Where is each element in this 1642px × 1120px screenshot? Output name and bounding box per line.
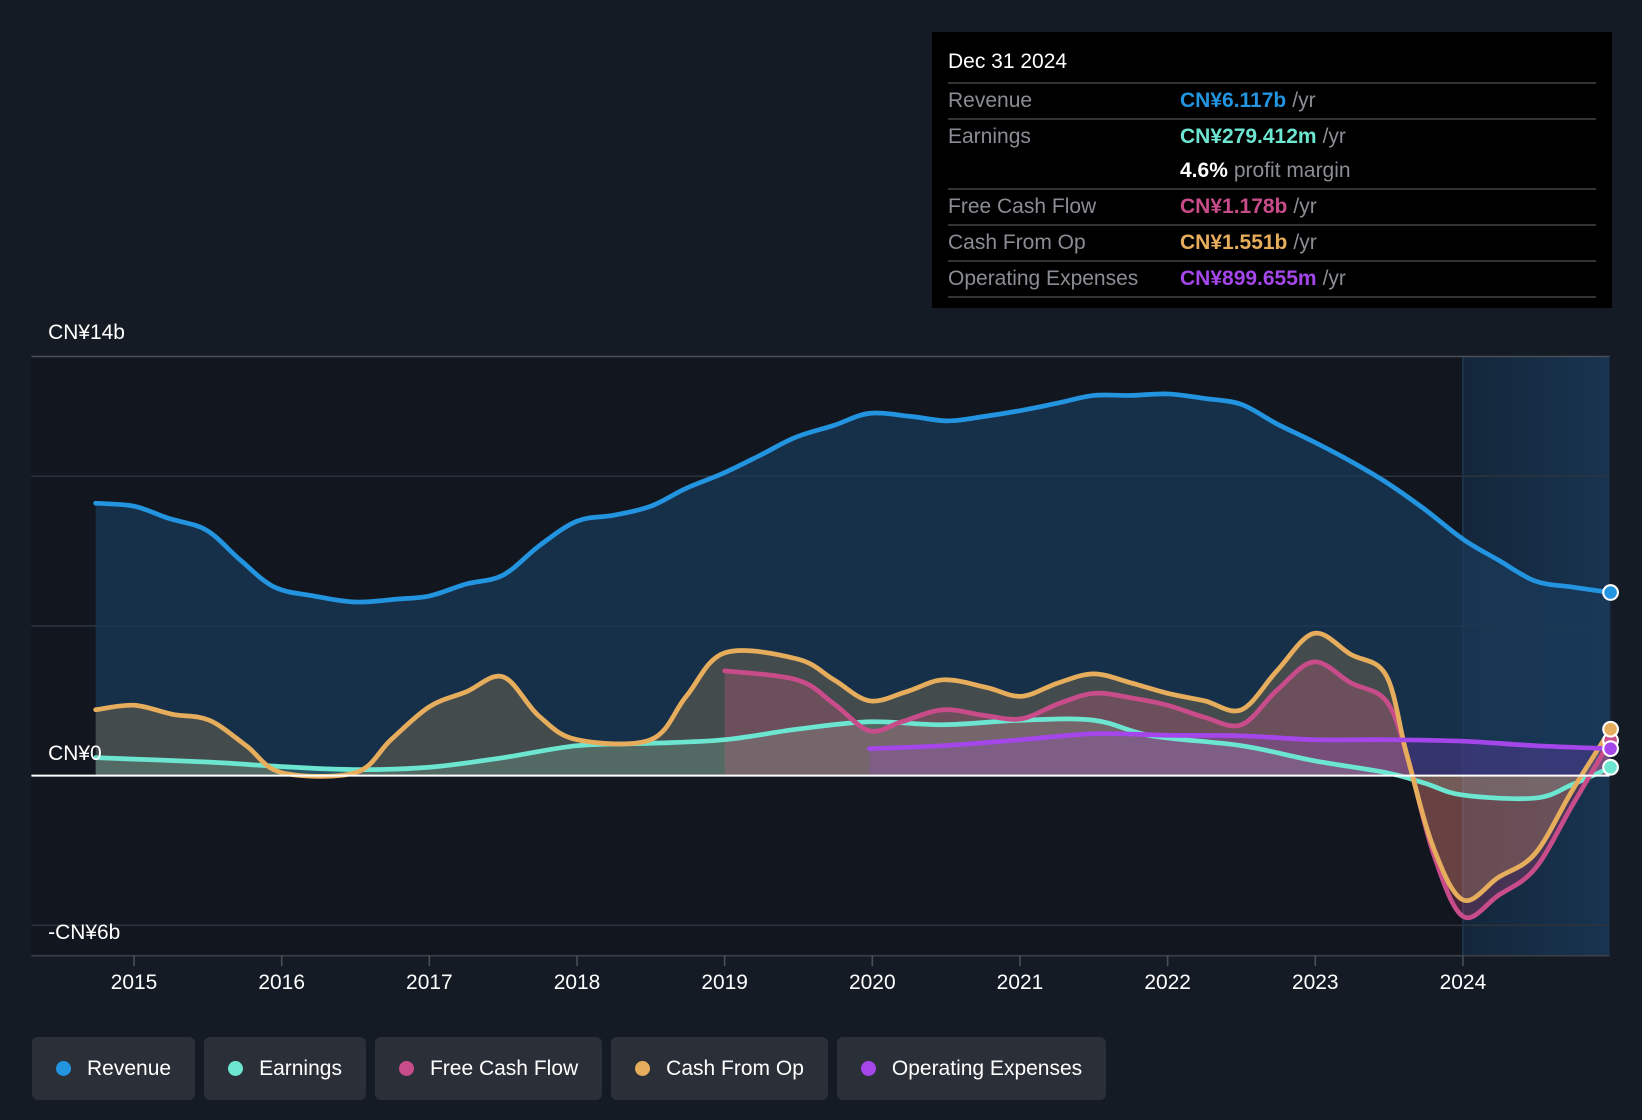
legend-label: Revenue — [87, 1056, 172, 1080]
x-tick-label: 2018 — [554, 971, 601, 994]
tooltip-value: CN¥899.655m — [1180, 267, 1317, 290]
legend-item-operating-expenses[interactable]: Operating Expenses — [836, 1037, 1107, 1100]
tooltip-label: Free Cash Flow — [948, 195, 1097, 218]
x-tick-label: 2021 — [997, 971, 1044, 994]
area-revenue — [95, 393, 1611, 776]
legend-dot-icon — [398, 1061, 414, 1076]
end-point-earnings — [1602, 758, 1619, 776]
y-tick-label-min: -CN¥6b — [48, 921, 120, 944]
x-tick-label: 2017 — [406, 971, 453, 994]
legend-dot-icon — [635, 1061, 651, 1076]
area-cash-from-op — [95, 633, 1611, 901]
line-earnings — [93, 716, 1613, 802]
tooltip-label — [948, 154, 1180, 188]
tooltip-label: Revenue — [948, 89, 1033, 112]
tooltip-label: Operating Expenses — [948, 267, 1139, 290]
profit-margin-value: 4.6% — [1180, 159, 1228, 182]
tooltip-row-revenue: Revenue CN¥6.117b /yr — [948, 84, 1596, 120]
tooltip-value: CN¥1.178b — [1180, 195, 1288, 218]
legend-label: Operating Expenses — [891, 1056, 1083, 1080]
tooltip-unit: /yr — [1292, 89, 1316, 112]
hover-tooltip: Dec 31 2024 Revenue CN¥6.117b /yr Earnin… — [932, 32, 1612, 308]
area-operating-expenses — [869, 733, 1611, 776]
x-tick-label: 2022 — [1144, 971, 1191, 994]
x-tick-label: 2019 — [701, 971, 748, 994]
profit-margin-label: profit margin — [1233, 159, 1351, 182]
tooltip-label: Earnings — [948, 125, 1031, 148]
tooltip-value: CN¥279.412m — [1180, 125, 1317, 148]
tooltip-unit: /yr — [1293, 195, 1317, 218]
chart-legend: Revenue Earnings Free Cash Flow Cash Fro… — [32, 1037, 1107, 1100]
x-tick-label: 2015 — [111, 971, 158, 994]
line-free-cash-flow — [722, 659, 1613, 921]
legend-label: Free Cash Flow — [429, 1056, 579, 1080]
tooltip-row-operating-expenses: Operating Expenses CN¥899.655m /yr — [948, 262, 1596, 298]
x-tick-label: 2016 — [258, 971, 305, 994]
tooltip-value: CN¥1.551b — [1180, 231, 1288, 254]
line-revenue — [93, 391, 1613, 605]
end-point-operating-expenses — [1602, 740, 1619, 758]
x-tick-label: 2024 — [1440, 971, 1487, 994]
end-point-revenue — [1602, 584, 1619, 601]
legend-item-cash-from-op[interactable]: Cash From Op — [611, 1037, 828, 1100]
area-earnings — [95, 718, 1611, 799]
x-tick-label: 2020 — [849, 971, 896, 994]
x-tick-label: 2023 — [1292, 971, 1339, 994]
legend-dot-icon — [228, 1061, 244, 1076]
legend-dot-icon — [860, 1061, 876, 1076]
tooltip-date: Dec 31 2024 — [948, 46, 1596, 84]
y-tick-label-max: CN¥14b — [48, 321, 125, 344]
legend-label: Cash From Op — [666, 1056, 804, 1080]
tooltip-row-profit-margin: 4.6% profit margin — [948, 154, 1596, 190]
end-point-cash-from-op — [1602, 720, 1619, 738]
tooltip-unit: /yr — [1322, 267, 1346, 290]
legend-dot-icon — [56, 1061, 71, 1076]
tooltip-value: CN¥6.117b — [1180, 89, 1287, 112]
line-operating-expenses — [867, 731, 1613, 752]
tooltip-unit: /yr — [1322, 125, 1346, 148]
tooltip-label: Cash From Op — [948, 231, 1086, 254]
legend-item-free-cash-flow[interactable]: Free Cash Flow — [374, 1037, 603, 1100]
legend-item-earnings[interactable]: Earnings — [204, 1037, 366, 1100]
legend-label: Earnings — [259, 1056, 342, 1080]
legend-item-revenue[interactable]: Revenue — [32, 1037, 196, 1100]
tooltip-row-cash-from-op: Cash From Op CN¥1.551b /yr — [948, 226, 1596, 262]
tooltip-row-free-cash-flow: Free Cash Flow CN¥1.178b /yr — [948, 190, 1596, 226]
tooltip-unit: /yr — [1293, 231, 1317, 254]
y-tick-label-zero: CN¥0 — [48, 742, 102, 765]
tooltip-row-earnings: Earnings CN¥279.412m /yr — [948, 120, 1596, 154]
